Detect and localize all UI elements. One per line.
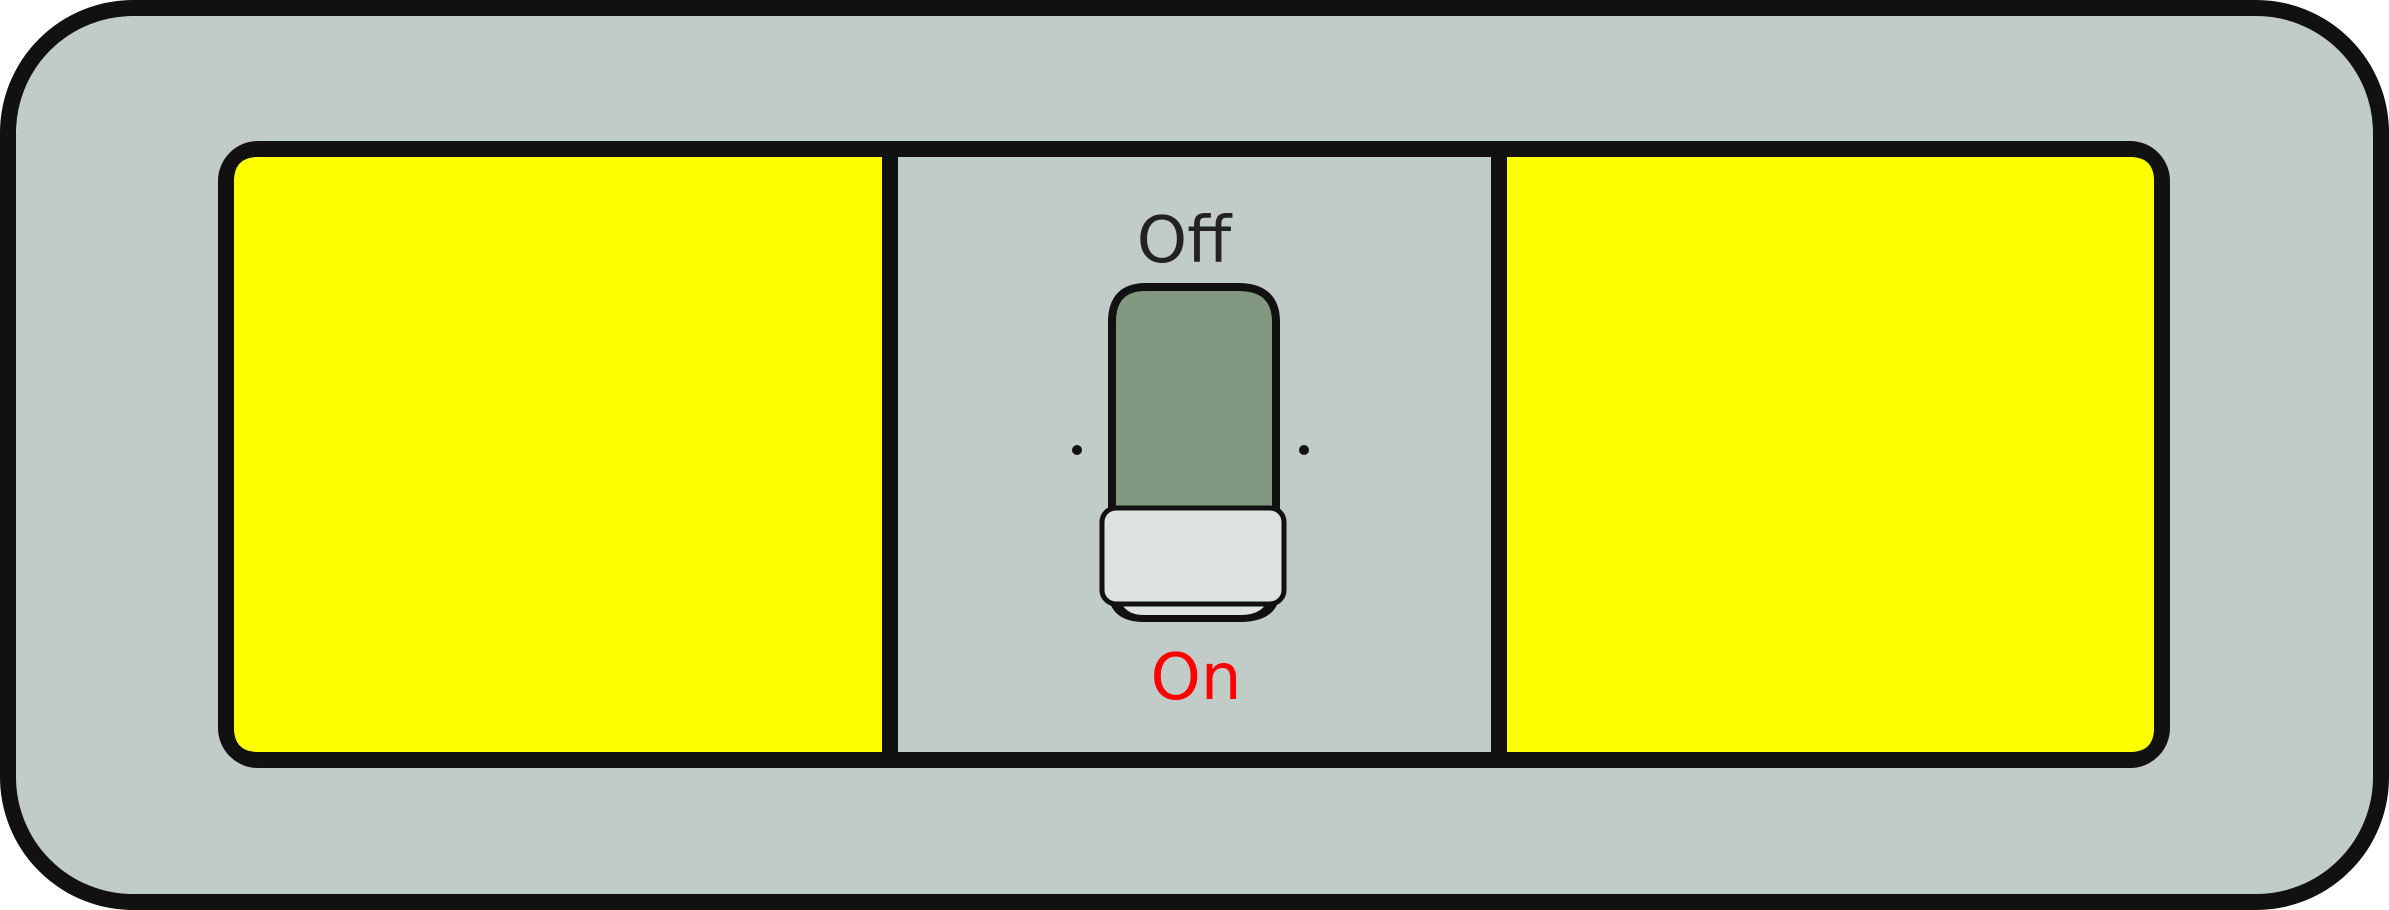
right-pivot-dot [1299,445,1309,455]
left-divider [882,149,898,760]
on-label: On [1151,641,1242,715]
left-pivot-dot [1072,445,1082,455]
left-indicator-panel [234,157,882,752]
off-label: Off [1137,204,1233,278]
right-indicator-panel [1507,157,2154,752]
toggle-lever[interactable] [1099,505,1287,607]
right-divider [1491,149,1507,760]
